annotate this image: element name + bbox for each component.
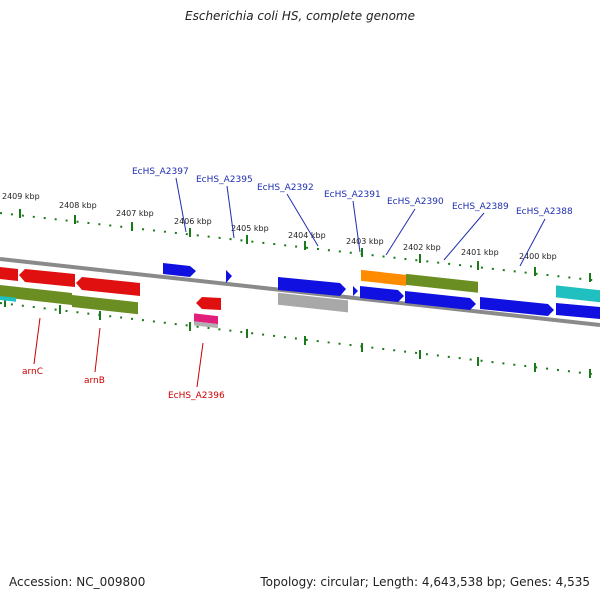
gene-label-EcHS_A2391[interactable]: EcHS_A2391 bbox=[324, 190, 381, 200]
gene-arrow-EcHS_A2390[interactable] bbox=[360, 286, 404, 302]
gene-arrow-arnC[interactable] bbox=[19, 269, 75, 287]
gene-label-EcHS_A2390[interactable]: EcHS_A2390 bbox=[387, 197, 444, 207]
gene-band-olive-arnC bbox=[16, 286, 72, 305]
kbp-label: 2400 kbp bbox=[519, 252, 557, 261]
gene-arrow-arnB[interactable] bbox=[76, 277, 140, 296]
kbp-label: 2403 kbp bbox=[346, 237, 384, 246]
gene-band-olive-arnB bbox=[72, 294, 138, 315]
kbp-label: 2406 kbp bbox=[174, 217, 212, 226]
gene-arrow-next[interactable] bbox=[556, 303, 600, 319]
accession-text: Accession: NC_009800 bbox=[9, 575, 146, 589]
gene-band-gray-small bbox=[194, 321, 218, 329]
label-connectors bbox=[33, 177, 546, 388]
gene-band-orange bbox=[361, 269, 406, 286]
gene-band-olive-left bbox=[0, 285, 16, 299]
gene-label-EcHS_A2389[interactable]: EcHS_A2389 bbox=[452, 202, 509, 212]
gene-band-cyan bbox=[556, 285, 600, 303]
gene-label-arnB[interactable]: arnB bbox=[84, 376, 105, 386]
gene-band-cyan-left bbox=[0, 296, 16, 302]
gene-label-EcHS_A2397[interactable]: EcHS_A2397 bbox=[132, 167, 189, 177]
kbp-label: 2404 kbp bbox=[288, 231, 326, 240]
kbp-label: 2409 kbp bbox=[2, 192, 40, 201]
kbp-label: 2402 kbp bbox=[403, 243, 441, 252]
tick-row-top bbox=[0, 209, 600, 282]
gene-arrow-left-edge[interactable] bbox=[0, 267, 18, 281]
forward-genes bbox=[163, 263, 600, 319]
gene-arrow-EcHS_A2397[interactable] bbox=[163, 263, 196, 277]
kbp-label: 2408 kbp bbox=[59, 201, 97, 210]
gene-arrow-EcHS_A2391[interactable] bbox=[353, 286, 358, 296]
gene-label-EcHS_A2396[interactable]: EcHS_A2396 bbox=[168, 391, 225, 401]
gene-arrow-EcHS_A2392[interactable] bbox=[278, 277, 346, 296]
kbp-labels: 2409 kbp 2408 kbp 2407 kbp 2406 kbp 2405… bbox=[2, 192, 557, 261]
gene-arrow-EcHS_A2396[interactable] bbox=[196, 297, 221, 310]
gene-arrow-EcHS_A2395[interactable] bbox=[226, 270, 232, 283]
kbp-label: 2401 kbp bbox=[461, 248, 499, 257]
gene-arrow-EcHS_A2389[interactable] bbox=[405, 291, 476, 310]
map-title: Escherichia coli HS, complete genome bbox=[185, 9, 415, 23]
kbp-label: 2407 kbp bbox=[116, 209, 154, 218]
gene-band-pink bbox=[194, 313, 218, 325]
gene-label-EcHS_A2392[interactable]: EcHS_A2392 bbox=[257, 183, 314, 193]
reverse-genes bbox=[0, 267, 221, 329]
kbp-label: 2405 kbp bbox=[231, 224, 269, 233]
gene-band-olive bbox=[406, 273, 478, 293]
gene-band-gray bbox=[278, 292, 348, 313]
gene-arrow-EcHS_A2388[interactable] bbox=[480, 297, 554, 316]
gene-labels-bottom: arnC arnB EcHS_A2396 bbox=[22, 367, 225, 401]
gene-label-arnC[interactable]: arnC bbox=[22, 367, 43, 377]
gene-label-EcHS_A2395[interactable]: EcHS_A2395 bbox=[196, 175, 253, 185]
gene-label-EcHS_A2388[interactable]: EcHS_A2388 bbox=[516, 207, 573, 217]
genome-summary-text: Topology: circular; Length: 4,643,538 bp… bbox=[260, 575, 590, 589]
gene-labels-top: EcHS_A2397 EcHS_A2395 EcHS_A2392 EcHS_A2… bbox=[132, 167, 573, 217]
